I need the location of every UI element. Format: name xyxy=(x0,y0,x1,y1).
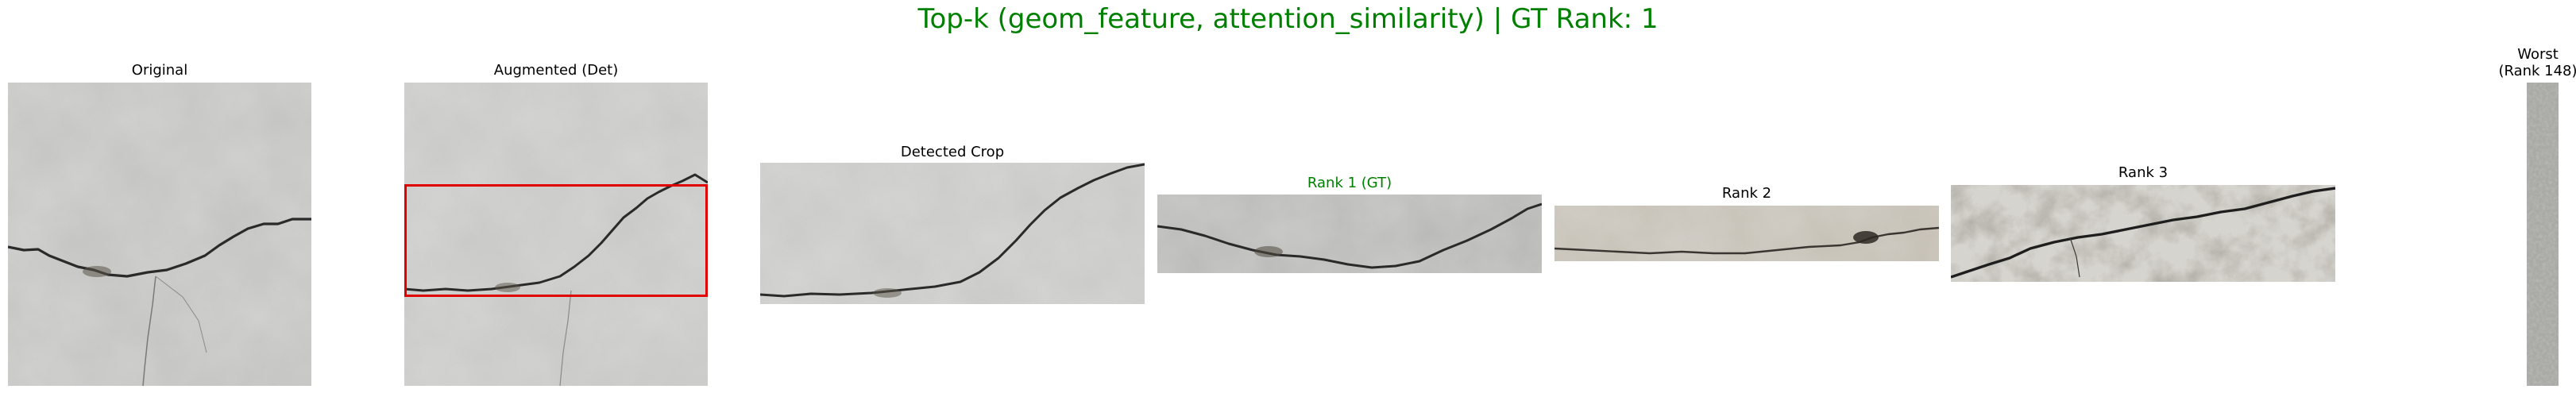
rank3-panel-title: Rank 3 xyxy=(2118,164,2169,181)
rank3-image xyxy=(1951,185,2335,282)
crack-line xyxy=(1157,202,1542,269)
worst-image xyxy=(2527,83,2559,386)
detected-crop-image xyxy=(760,163,1145,304)
original-image xyxy=(8,83,311,386)
crop-panel-title: Detected Crop xyxy=(900,144,1005,160)
rank2-image xyxy=(1554,206,1939,261)
original-panel-title: Original xyxy=(131,62,188,79)
figure-title: Top-k (geom_feature, attention_similarit… xyxy=(917,3,1659,35)
crack-line xyxy=(8,218,311,278)
rank2-panel-title: Rank 2 xyxy=(1721,185,1772,202)
detection-box xyxy=(404,184,708,297)
augmented-panel-title: Augmented (Det) xyxy=(493,62,619,79)
crack-line xyxy=(404,173,708,292)
crack-line xyxy=(1951,187,2335,279)
augmented-image xyxy=(404,83,708,386)
crack-line xyxy=(760,163,1145,298)
rank1-panel-title: Rank 1 (GT) xyxy=(1307,175,1392,191)
crack-line xyxy=(1554,226,1939,255)
worst-panel-title: Worst (Rank 148) xyxy=(2498,46,2576,79)
rank1-image xyxy=(1157,195,1542,273)
